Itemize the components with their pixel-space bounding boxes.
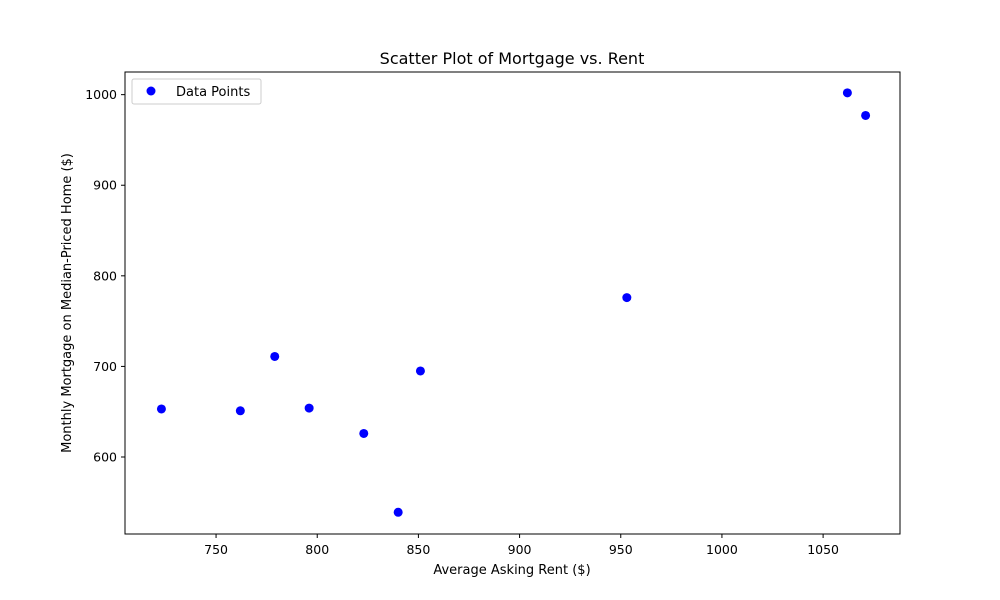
x-tick-label: 900 <box>508 542 532 557</box>
legend: Data Points <box>131 78 262 105</box>
x-axis-title: Average Asking Rent ($) <box>433 563 590 578</box>
data-point <box>156 404 166 414</box>
data-point <box>861 110 871 120</box>
data-point <box>235 406 245 416</box>
y-tick-label: 900 <box>93 178 117 193</box>
x-tick-label: 1050 <box>807 542 839 557</box>
data-point <box>393 507 403 517</box>
chart-title: Scatter Plot of Mortgage vs. Rent <box>380 49 645 68</box>
data-point <box>415 366 425 376</box>
legend-marker <box>146 86 156 96</box>
x-tick-label: 850 <box>406 542 430 557</box>
y-axis-title: Monthly Mortgage on Median-Priced Home (… <box>60 153 75 453</box>
axes-frame <box>124 71 901 535</box>
data-point <box>304 403 314 413</box>
plot-area <box>124 71 901 535</box>
data-point <box>270 351 280 361</box>
data-points <box>156 88 871 517</box>
legend-box <box>131 78 262 105</box>
x-tick-label: 800 <box>305 542 329 557</box>
data-point <box>359 428 369 438</box>
y-tick-label: 800 <box>93 268 117 283</box>
y-tick-label: 600 <box>93 450 117 465</box>
y-axis: 600 700 800 900 1000 <box>85 87 125 465</box>
data-point <box>842 88 852 98</box>
y-tick-label: 700 <box>93 359 117 374</box>
x-axis: 750 800 850 900 950 1000 1050 <box>204 534 839 557</box>
legend-label: Data Points <box>176 85 250 100</box>
x-tick-label: 950 <box>609 542 633 557</box>
x-tick-label: 1000 <box>706 542 738 557</box>
y-tick-label: 1000 <box>85 87 117 102</box>
data-point <box>622 293 632 303</box>
x-tick-label: 750 <box>204 542 228 557</box>
